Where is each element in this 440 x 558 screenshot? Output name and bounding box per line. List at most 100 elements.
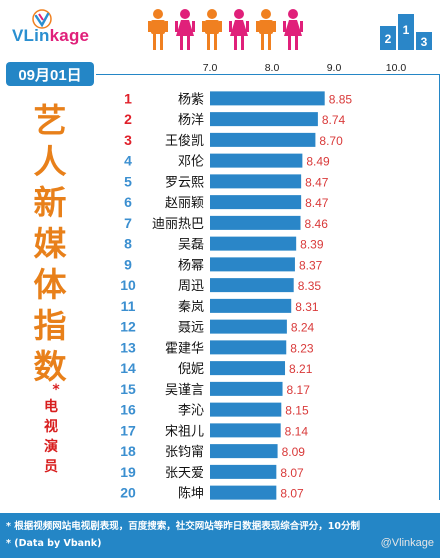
rank-label: 11 xyxy=(121,298,136,314)
rank-label: 13 xyxy=(120,339,136,355)
people-icon xyxy=(148,9,303,50)
subtitle-char: 演 xyxy=(44,439,58,455)
value-label: 8.21 xyxy=(289,362,313,376)
person-icon xyxy=(256,9,276,50)
bar xyxy=(210,174,302,189)
name-label: 罗云熙 xyxy=(165,175,204,190)
rank-label: 9 xyxy=(124,256,132,272)
vlinkage-logo-icon xyxy=(32,9,52,29)
subtitle-char: 员 xyxy=(44,459,58,475)
rank-label: 12 xyxy=(120,319,136,335)
podium-label-1: 1 xyxy=(403,23,410,37)
name-label: 霍建华 xyxy=(165,341,204,356)
value-label: 8.14 xyxy=(285,424,309,438)
person-icon xyxy=(283,9,303,50)
value-label: 8.17 xyxy=(287,383,311,397)
subtitle-char: 电 xyxy=(44,399,58,415)
name-label: 吴磊 xyxy=(178,238,204,253)
rank-label: 10 xyxy=(120,277,136,293)
title-char: 人 xyxy=(33,142,67,181)
bar xyxy=(210,236,297,251)
rank-label: 1 xyxy=(124,90,132,106)
bar xyxy=(210,153,303,168)
title-char: 新 xyxy=(33,183,67,222)
x-tick-label: 9.0 xyxy=(327,62,342,74)
value-label: 8.47 xyxy=(305,175,329,189)
title-char: 媒 xyxy=(33,224,67,263)
person-icon xyxy=(202,9,222,50)
rank-label: 18 xyxy=(120,443,136,459)
value-label: 8.37 xyxy=(299,258,323,272)
bar xyxy=(210,298,292,313)
name-label: 陈坤 xyxy=(178,486,204,502)
person-icon xyxy=(148,9,168,50)
date-badge: 09月01日 xyxy=(6,62,94,86)
rank-label: 14 xyxy=(120,360,136,376)
footer: * 根据视频网站电视剧表现，百度搜索，社交网站等昨日数据表现综合评分，10分制 … xyxy=(0,513,440,558)
x-tick-label: 8.0 xyxy=(265,62,280,74)
x-tick-label: 7.0 xyxy=(203,62,218,74)
name-label: 迪丽热巴 xyxy=(152,217,204,232)
rank-label: 19 xyxy=(120,464,136,480)
name-label: 秦岚 xyxy=(178,300,204,315)
name-label: 张天爱 xyxy=(165,466,204,481)
bar xyxy=(210,319,287,334)
bar xyxy=(210,361,286,376)
title-char: 数 xyxy=(33,347,67,386)
person-icon xyxy=(175,9,195,50)
rank-label: 16 xyxy=(120,402,136,418)
name-label: 李沁 xyxy=(178,404,204,419)
name-label: 杨幂 xyxy=(178,258,204,273)
bar xyxy=(210,132,316,147)
podium-icon: 2 1 3 xyxy=(380,14,432,50)
title-char: 体 xyxy=(33,265,67,304)
bar xyxy=(210,278,294,293)
footer-note-1: * 根据视频网站电视剧表现，百度搜索，社交网站等昨日数据表现综合评分，10分制 xyxy=(6,521,360,532)
rank-label: 7 xyxy=(124,215,132,231)
bar xyxy=(210,381,283,396)
x-tick-label: 10.0 xyxy=(386,62,407,74)
podium-label-2: 2 xyxy=(385,32,392,46)
name-label: 赵丽颖 xyxy=(165,196,204,211)
name-label: 张钧甯 xyxy=(165,444,204,460)
bar xyxy=(210,485,277,500)
rank-label: 6 xyxy=(124,194,132,210)
value-label: 8.70 xyxy=(319,134,343,148)
value-label: 8.15 xyxy=(285,404,309,418)
subtitle-char: 视 xyxy=(44,419,58,435)
bar xyxy=(210,257,295,272)
rank-label: 8 xyxy=(124,236,132,252)
podium-label-3: 3 xyxy=(421,35,428,49)
value-label: 8.09 xyxy=(282,445,306,459)
side-title: 艺人新媒体指数 xyxy=(28,100,72,387)
value-label: 8.35 xyxy=(298,279,322,293)
bar xyxy=(210,91,325,106)
bar xyxy=(210,464,277,479)
name-label: 杨紫 xyxy=(178,92,204,107)
value-label: 8.07 xyxy=(280,466,304,480)
subtitle: * 电视演员 xyxy=(38,383,64,477)
brand-logo-text: VLinkage xyxy=(12,26,90,45)
rank-label: 3 xyxy=(124,132,132,148)
name-label: 邓伦 xyxy=(178,155,204,170)
subtitle-star: * xyxy=(52,382,60,398)
bar xyxy=(210,340,287,355)
rank-label: 2 xyxy=(124,111,132,127)
bar xyxy=(210,402,282,417)
name-label: 宋祖儿 xyxy=(165,424,204,439)
value-label: 8.31 xyxy=(295,300,319,314)
name-label: 周迅 xyxy=(178,279,204,294)
name-label: 王俊凯 xyxy=(165,134,204,149)
bar xyxy=(210,215,301,230)
value-label: 8.85 xyxy=(329,92,353,106)
title-char: 艺 xyxy=(33,101,67,140)
bar xyxy=(210,112,318,127)
bar xyxy=(210,195,302,210)
name-label: 聂远 xyxy=(178,321,204,336)
value-label: 8.46 xyxy=(305,217,329,231)
rank-label: 15 xyxy=(120,381,136,397)
bar xyxy=(210,423,281,438)
name-label: 倪妮 xyxy=(178,362,204,377)
rank-label: 4 xyxy=(124,153,132,169)
